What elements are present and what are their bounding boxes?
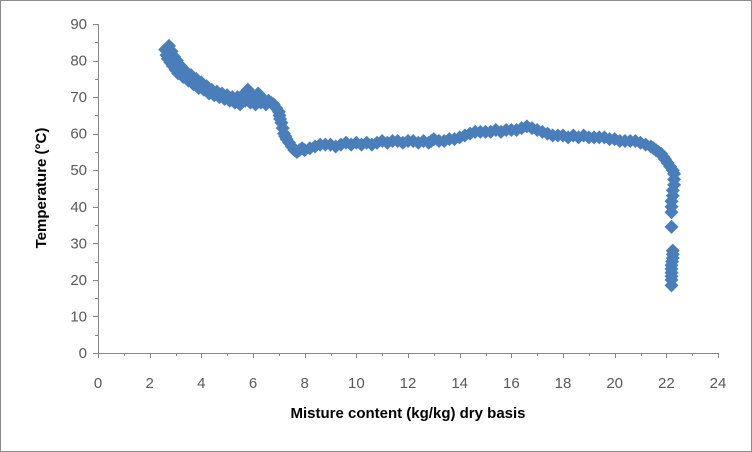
y-tick-label: 10 xyxy=(70,308,87,325)
x-tick-label: 8 xyxy=(300,375,308,392)
y-tick-label: 50 xyxy=(70,162,87,179)
data-series xyxy=(158,38,682,293)
x-tick-label: 24 xyxy=(710,375,727,392)
x-tick-label: 6 xyxy=(249,375,257,392)
data-point xyxy=(664,278,679,293)
x-tick-label: 10 xyxy=(348,375,365,392)
y-tick-label: 30 xyxy=(70,235,87,252)
x-tick-label: 0 xyxy=(94,375,102,392)
x-axis-title: Misture content (kg/kg) dry basis xyxy=(290,405,525,422)
x-tick-label: 22 xyxy=(658,375,675,392)
x-tick-label: 20 xyxy=(606,375,623,392)
y-tick-label: 70 xyxy=(70,89,87,106)
x-tick-label: 2 xyxy=(145,375,153,392)
y-tick-label: 60 xyxy=(70,126,87,143)
y-axis-title: Temperature (°C) xyxy=(33,128,50,249)
x-tick-label: 4 xyxy=(197,375,205,392)
x-tick-label: 14 xyxy=(451,375,468,392)
x-axis-ticks: 0 2 4 6 8 10 12 14 16 18 20 22 24 xyxy=(94,353,727,392)
data-point xyxy=(664,219,679,234)
y-tick-label: 40 xyxy=(70,199,87,216)
x-tick-label: 16 xyxy=(503,375,520,392)
y-tick-label: 20 xyxy=(70,272,87,289)
x-tick-label: 12 xyxy=(400,375,417,392)
y-axis-ticks: 0 10 20 30 40 50 60 70 80 90 xyxy=(70,16,98,362)
data-point xyxy=(664,205,679,220)
y-tick-label: 90 xyxy=(70,16,87,33)
x-tick-label: 18 xyxy=(555,375,572,392)
y-tick-label: 0 xyxy=(79,345,87,362)
y-tick-label: 80 xyxy=(70,53,87,70)
